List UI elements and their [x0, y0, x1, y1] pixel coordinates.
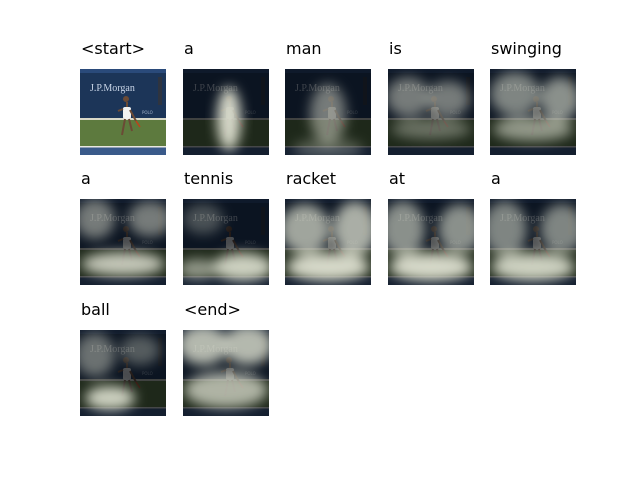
- board-text: POLO: [142, 110, 153, 115]
- word-label: tennis: [184, 169, 234, 188]
- word-label: at: [389, 169, 406, 188]
- word-label: ball: [81, 300, 110, 319]
- banner-text: J.P.Morgan: [90, 83, 135, 94]
- word-label: swinging: [491, 39, 562, 58]
- word-label: a: [81, 169, 91, 188]
- word-label: a: [184, 39, 194, 58]
- word-label: <end>: [184, 300, 241, 319]
- word-label: <start>: [81, 39, 146, 58]
- word-label: a: [491, 169, 501, 188]
- word-label: man: [286, 39, 322, 58]
- word-label: is: [389, 39, 402, 58]
- word-label: racket: [286, 169, 336, 188]
- tennis-player: [117, 96, 141, 136]
- source-photo: J.P.Morgan POLO: [80, 69, 166, 155]
